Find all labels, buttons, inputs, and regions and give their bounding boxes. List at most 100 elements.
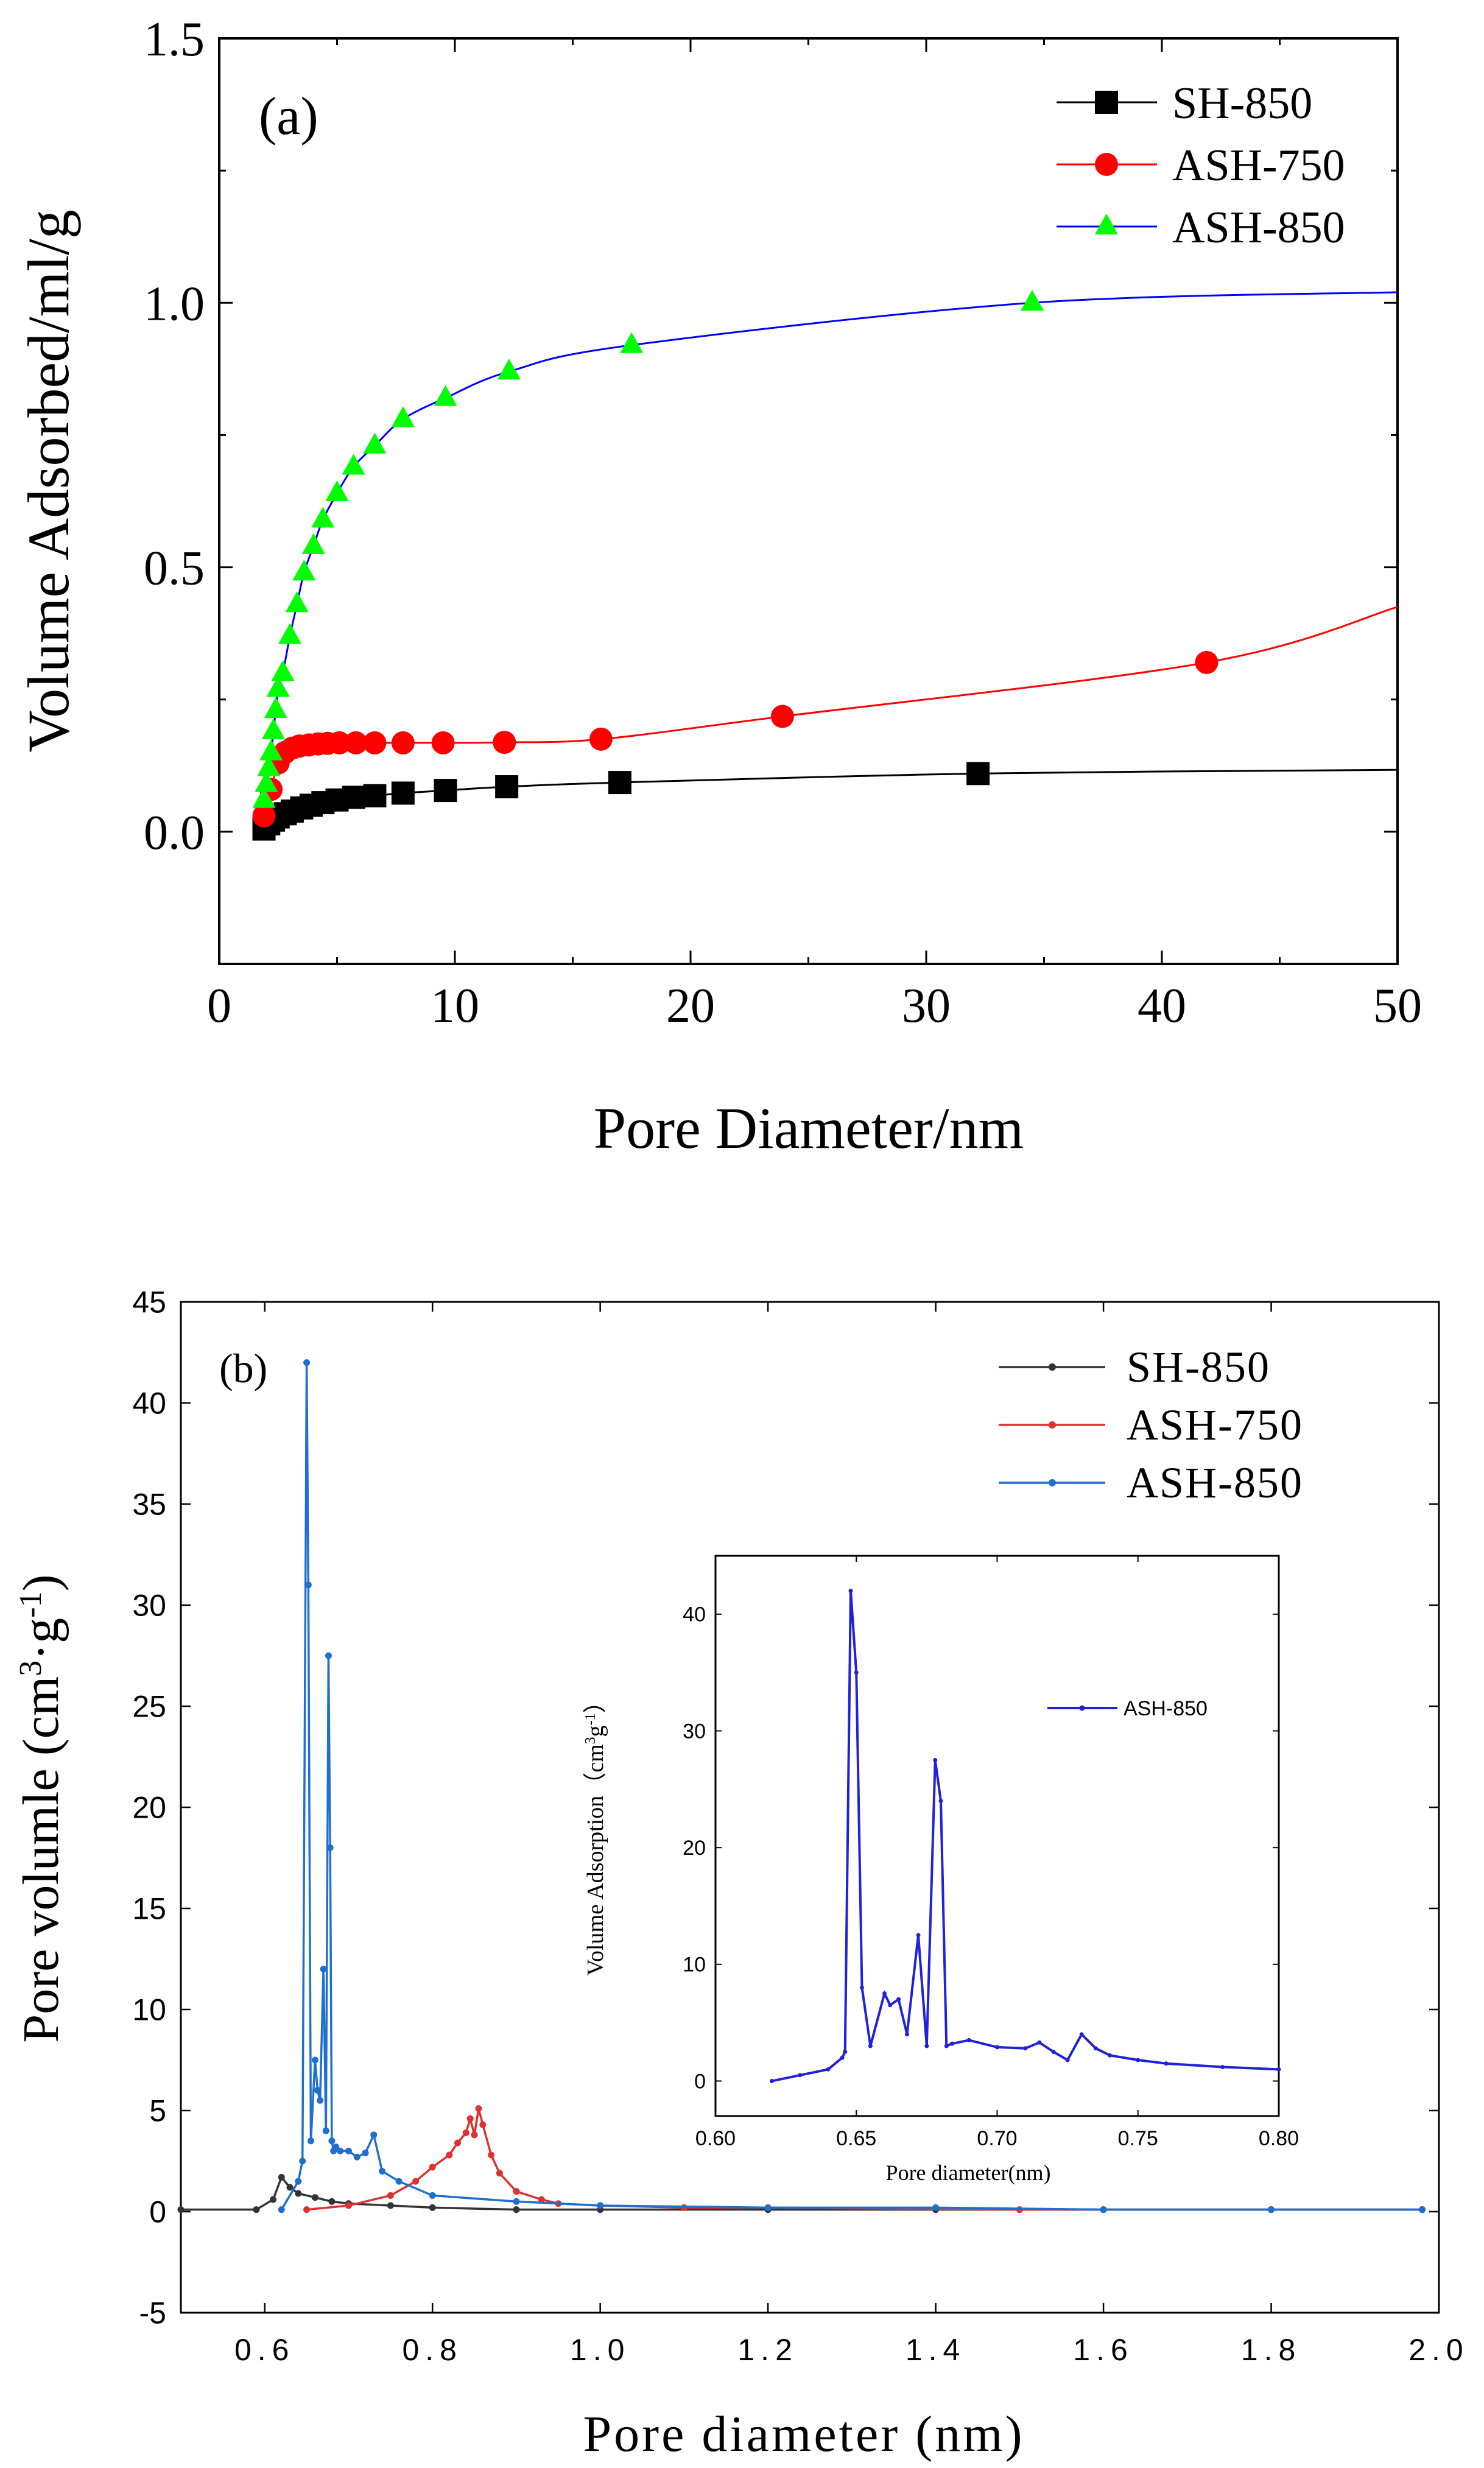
series-ash-750-point	[1195, 650, 1218, 674]
y-tick-label: 1.0	[144, 277, 205, 331]
inset-series-ash-850-point	[860, 1985, 864, 1990]
series-ash-750-line	[306, 2108, 1422, 2211]
series-ash-850-point	[271, 660, 295, 681]
series-ash-750-point	[770, 705, 794, 728]
series-ash-850-point	[259, 739, 283, 761]
series-ash-750-point	[488, 2151, 495, 2159]
inset-series-ash-850-point	[916, 1933, 921, 1938]
x-tick-label: 0	[207, 979, 231, 1033]
x-tick-label: 10	[431, 979, 479, 1033]
x-tick-label: 0.65	[836, 2127, 876, 2150]
panel-a-label: (a)	[259, 87, 318, 146]
series-sh-850-point	[311, 2194, 318, 2201]
inset-series-ash-850-point	[888, 2003, 893, 2008]
inset-series-ash-850-point	[995, 2045, 999, 2050]
y-tick-label: 0.0	[144, 806, 205, 860]
panel-b-x-axis-title: Pore diameter (nm)	[583, 2406, 1024, 2463]
legend-ash-750-marker	[1095, 153, 1118, 176]
series-sh-850-point	[434, 779, 457, 803]
series-ash-850	[252, 290, 1398, 808]
series-ash-750-point	[462, 2129, 469, 2137]
series-ash-850-point	[314, 2087, 322, 2094]
x-tick-label: 1.6	[1073, 2333, 1134, 2367]
inset-series-ash-850-line	[772, 1591, 1279, 2083]
x-tick-label: 0.6	[234, 2333, 295, 2367]
inset-plot-frame	[714, 1555, 1280, 2117]
legend-ash-850-label: ASH-850	[1127, 1458, 1303, 1507]
inset-series-ash-850-point	[944, 2044, 949, 2048]
y-tick-label: 30	[132, 1589, 166, 1623]
series-ash-850-point	[295, 2178, 302, 2185]
legend-ash-750-label: ASH-750	[1127, 1401, 1303, 1449]
legend-sh-850-marker	[1095, 91, 1118, 114]
series-ash-850-point	[1268, 2206, 1275, 2213]
inset-y-axis-title-mid: g	[583, 1725, 608, 1737]
series-ash-750-point	[475, 2105, 482, 2112]
panel-b-legend: SH-850 ASH-750 ASH-850	[999, 1343, 1303, 1507]
y-tick-label: 5	[149, 2094, 166, 2128]
series-ash-750-point	[496, 2170, 503, 2177]
series-ash-750-point	[431, 731, 455, 754]
series-ash-850-point	[285, 591, 309, 613]
y-tick-label: 35	[132, 1488, 166, 1522]
series-ash-850-point	[764, 2204, 772, 2211]
panel-b-y-axis-title-mid: ·g	[13, 1618, 69, 1661]
series-sh-850-point	[342, 786, 365, 809]
series-ash-850-point	[278, 623, 302, 644]
inset-series-ash-850-point	[1164, 2061, 1169, 2066]
panel-b-y-axis-title-main: Pore volumle (cm	[13, 1676, 69, 2043]
series-ash-750	[252, 606, 1398, 828]
inset-series-ash-850-point	[848, 1589, 853, 1593]
y-tick-label: 0	[149, 2195, 166, 2229]
series-sh-850-point	[270, 2196, 277, 2203]
series-ash-750-point	[493, 731, 516, 754]
series-ash-750-point	[363, 731, 387, 754]
panel-b-y-axis-title-sup1: 3	[13, 1661, 48, 1676]
panel-a-x-axis-title: Pore Diameter/nm	[594, 1095, 1024, 1161]
series-ash-850-point	[311, 507, 335, 528]
series-ash-850-point	[332, 2143, 340, 2151]
series-ash-750-point	[538, 2196, 545, 2203]
y-tick-label: -5	[139, 2296, 166, 2330]
series-sh-850-point	[286, 2184, 294, 2191]
series-sh-850	[252, 762, 1398, 841]
series-ash-850-point	[317, 2097, 324, 2104]
series-ash-850-point	[1418, 2206, 1426, 2213]
series-ash-750-point	[466, 2115, 474, 2122]
inset-y-axis-title-sup1: 3	[583, 1737, 599, 1744]
series-ash-850-point	[325, 480, 349, 501]
inset-series-ash-850-point	[1065, 2058, 1070, 2062]
x-tick-label: 1.0	[570, 2333, 631, 2367]
series-ash-850-point	[304, 1581, 312, 1589]
legend-ash-850-marker	[1049, 1479, 1056, 1486]
series-ash-850-point	[307, 2137, 314, 2145]
series-ash-850-point	[311, 2056, 318, 2064]
series-ash-850-point	[379, 2168, 386, 2175]
series-sh-850-point	[295, 2190, 302, 2197]
panel-a-legend: SH-850 ASH-750 ASH-850	[1057, 79, 1345, 253]
panel-b: 0.6 0.8 1.0 1.2 1.4 1.6 1.8 2.0-505101520253035…	[13, 1285, 1463, 2463]
y-tick-label: 0.5	[144, 542, 205, 596]
series-ash-850-point	[370, 2131, 378, 2139]
legend-sh-850-label: SH-850	[1172, 79, 1312, 128]
series-ash-850-point	[328, 2137, 336, 2145]
legend-ash-750-label: ASH-750	[1172, 141, 1345, 191]
inset-series-ash-850-point	[843, 2050, 848, 2055]
series-ash-850-point	[597, 2202, 604, 2209]
series-sh-850-line	[181, 2175, 1422, 2211]
inset-series-ash-850-point	[1093, 2046, 1098, 2051]
x-tick-label: 1.2	[737, 2333, 798, 2367]
inset-series-ash-850-point	[826, 2067, 831, 2072]
inset-series-ash-850-point	[896, 1997, 901, 2002]
panel-b-y-axis-title-sup2: -1	[13, 1591, 48, 1617]
y-tick-label: 45	[132, 1285, 166, 1320]
series-ash-850-point	[498, 358, 521, 380]
panel-b-series	[177, 1359, 1426, 2213]
series-sh-850-point	[513, 2206, 520, 2213]
series-ash-850-line	[263, 291, 1398, 800]
inset-series-ash-850-point	[966, 2037, 971, 2042]
inset-series-ash-850-point	[770, 2079, 774, 2083]
inset-series-ash-850-point	[1051, 2050, 1056, 2055]
inset-series	[770, 1589, 1281, 2083]
